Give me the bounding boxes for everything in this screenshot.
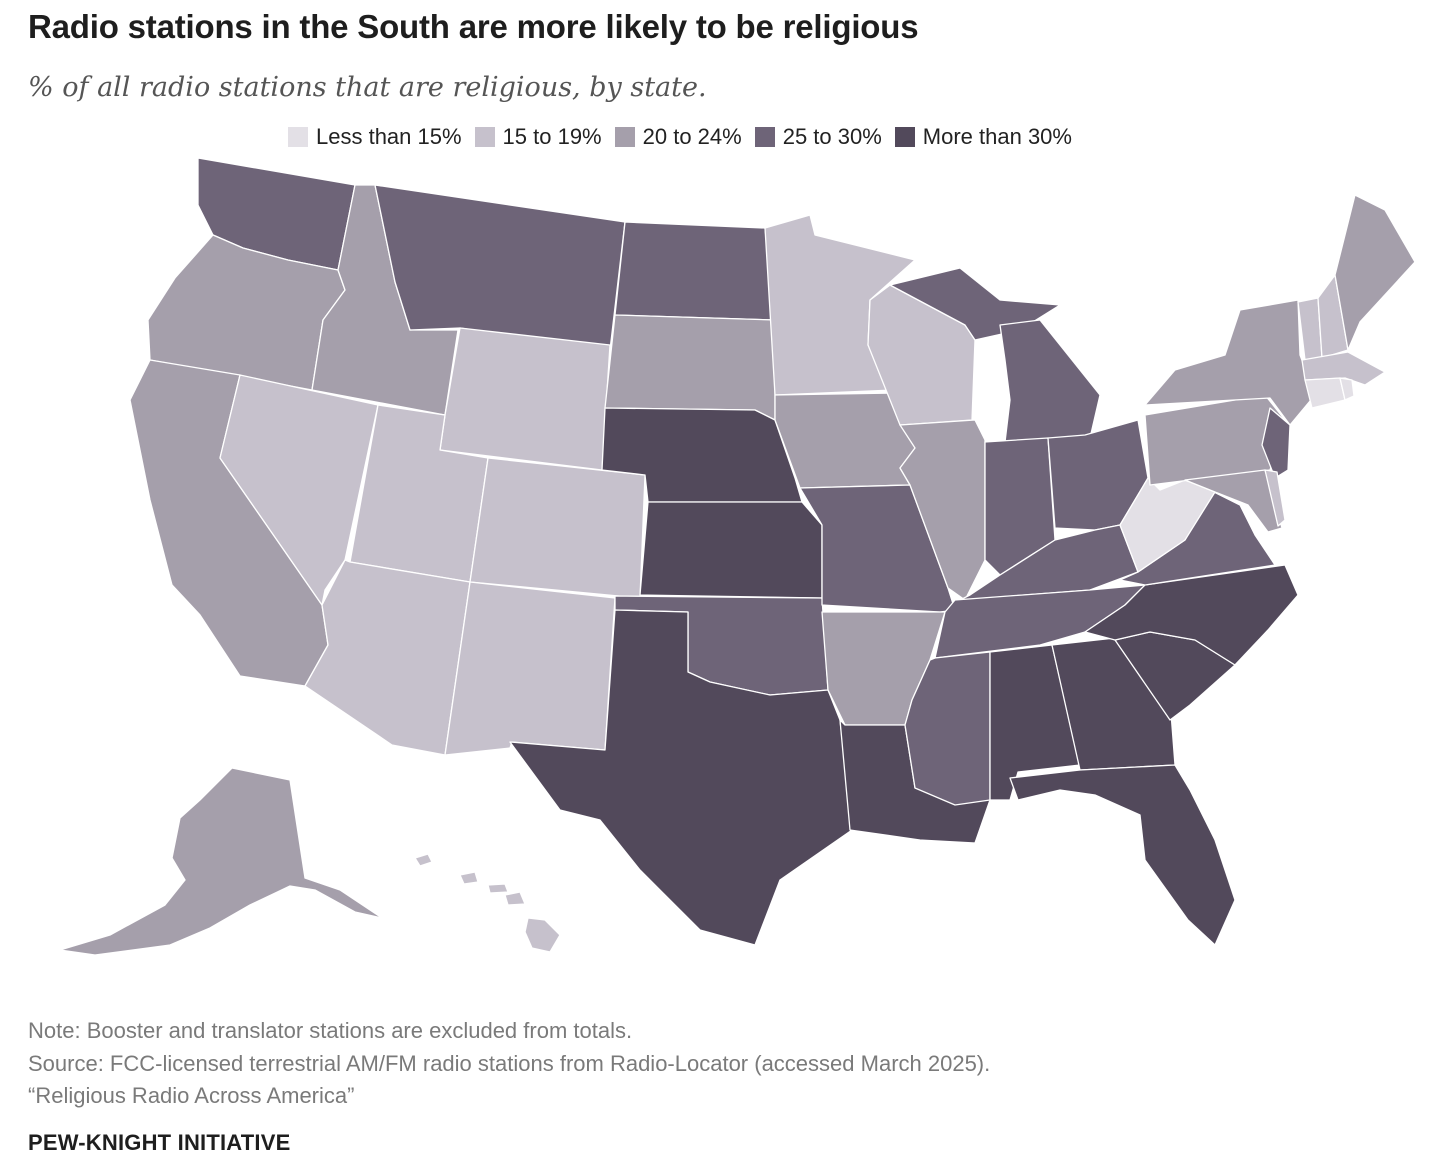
legend-item: Less than 15% (288, 124, 462, 150)
legend-label: 20 to 24% (642, 124, 742, 149)
footnotes: Note: Booster and translator stations ar… (28, 1015, 990, 1113)
brand-logo-text: PEW-KNIGHT INITIATIVE (28, 1130, 291, 1155)
chart-subtitle: % of all radio stations that are religio… (28, 72, 707, 103)
legend-label: Less than 15% (316, 124, 462, 149)
state-ak (59, 767, 383, 956)
state-ct (1304, 377, 1346, 409)
legend-swatch (894, 127, 915, 147)
state-hi (524, 917, 561, 953)
state-nm (444, 581, 616, 756)
state-ri (1339, 377, 1355, 401)
state-de (1264, 469, 1286, 527)
legend-label: 25 to 30% (782, 124, 882, 149)
chart-title: Radio stations in the South are more lik… (28, 8, 919, 45)
legend-swatch (288, 127, 308, 147)
legend-swatch (474, 127, 495, 147)
state-nd (614, 221, 776, 321)
state-ks (639, 501, 823, 599)
state-me (1334, 194, 1416, 351)
state-nc (1084, 564, 1299, 666)
legend-swatch (614, 127, 635, 147)
state-mi-up (889, 267, 1061, 341)
report-title: “Religious Radio Across America” (28, 1083, 355, 1108)
state-hi-isle2 (459, 871, 479, 885)
legend-swatch (754, 127, 775, 147)
state-co (469, 457, 646, 599)
state-nj (1261, 407, 1291, 479)
state-sd (604, 314, 776, 421)
state-mi (999, 319, 1101, 443)
state-hi-isle3 (487, 883, 509, 894)
legend-label: More than 30% (922, 124, 1072, 149)
legend-label: 15 to 19% (502, 124, 602, 149)
state-ny (1144, 299, 1316, 426)
state-wy (439, 327, 611, 471)
source-text: Source: FCC-licensed terrestrial AM/FM r… (28, 1050, 991, 1076)
state-fl (1009, 764, 1236, 946)
state-mt (374, 184, 626, 351)
state-az (304, 559, 471, 756)
legend-item: 20 to 24% (614, 124, 742, 150)
legend-item: 15 to 19% (474, 124, 602, 150)
legend-item: More than 30% (894, 124, 1072, 150)
state-tx (509, 609, 853, 946)
legend: Less than 15% 15 to 19% 20 to 24% 25 to … (288, 120, 1085, 154)
state-hi-isle4 (504, 891, 526, 906)
state-il (899, 419, 986, 601)
note-text: Note: Booster and translator stations ar… (28, 1018, 633, 1043)
us-map (59, 157, 1416, 956)
legend-item: 25 to 30% (754, 124, 882, 150)
state-hi-isle1 (414, 853, 433, 867)
